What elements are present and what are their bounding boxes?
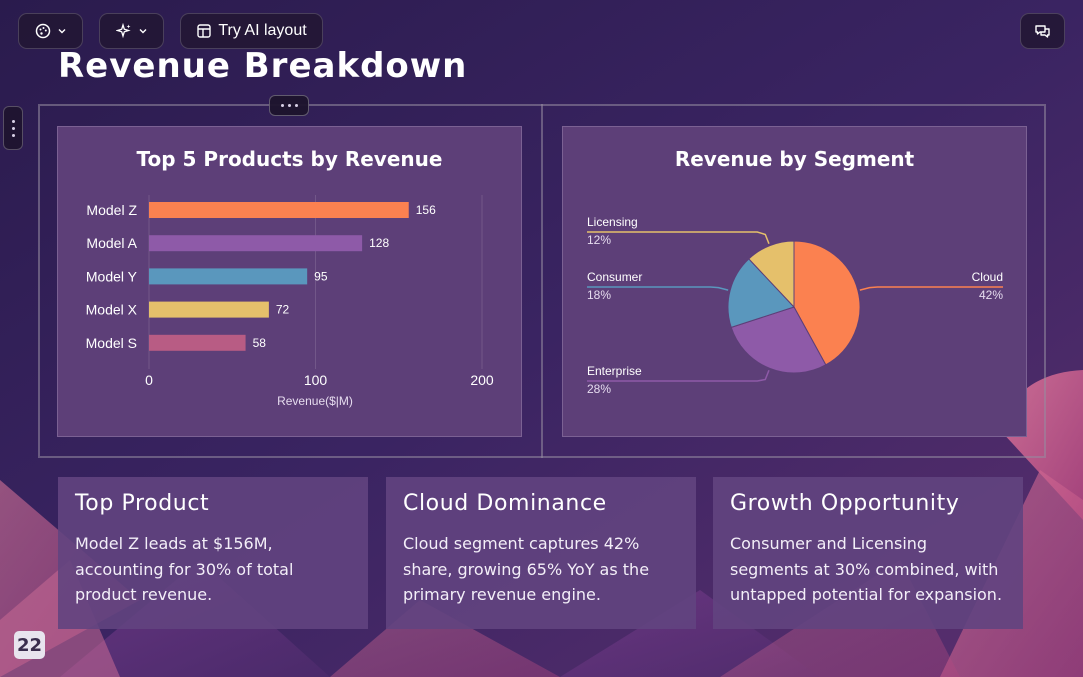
card-title: Cloud Dominance — [403, 491, 607, 516]
grid-divider — [541, 104, 543, 458]
slice-percent: 42% — [979, 288, 1003, 302]
try-ai-layout-button[interactable]: Try AI layout — [180, 13, 323, 49]
slice-percent: 28% — [587, 382, 611, 396]
data-label: 58 — [253, 336, 267, 350]
comments-button[interactable] — [1020, 13, 1065, 49]
ai-menu-button[interactable] — [99, 13, 164, 49]
theme-button[interactable] — [18, 13, 83, 49]
slice-label: Licensing — [587, 215, 638, 229]
category-label: Model Y — [86, 268, 138, 284]
insight-card-top-product: Top Product Model Z leads at $156M, acco… — [58, 477, 368, 629]
x-axis-label: Revenue($|M) — [277, 394, 353, 408]
bar-chart-title: Top 5 Products by Revenue — [136, 147, 443, 171]
leader-line — [587, 231, 770, 245]
slice-percent: 18% — [587, 288, 611, 302]
pie-slice — [727, 258, 795, 329]
try-ai-layout-label: Try AI layout — [218, 22, 307, 39]
page-number-badge: 22 — [14, 631, 45, 659]
chevron-down-icon — [138, 26, 148, 36]
category-label: Model A — [86, 235, 137, 251]
bar-chart-card: Top 5 Products by Revenue 0 100 200 Model Z… — [57, 126, 522, 437]
leader-line — [859, 286, 1003, 291]
category-label: Model S — [86, 335, 137, 351]
leader-line — [587, 369, 770, 382]
x-tick-label: 0 — [145, 372, 153, 388]
palette-icon — [35, 23, 51, 39]
slice-label: Enterprise — [587, 364, 642, 378]
pie-slice — [748, 240, 795, 309]
bar — [149, 301, 269, 318]
layout-icon — [196, 23, 212, 39]
slice-label: Cloud — [972, 270, 1003, 284]
leader-line — [587, 286, 729, 291]
data-label: 72 — [276, 303, 290, 317]
pie-chart-title: Revenue by Segment — [674, 147, 915, 171]
bar — [149, 268, 308, 285]
card-text: Consumer and Licensing segments at 30% c… — [730, 534, 1003, 604]
category-label: Model X — [86, 302, 138, 318]
pie-slice — [730, 306, 827, 374]
insight-card-growth-opportunity: Growth Opportunity Consumer and Licensin… — [713, 477, 1023, 629]
slice-percent: 12% — [587, 233, 611, 247]
slice-label: Consumer — [587, 270, 642, 284]
bar — [149, 202, 409, 218]
pie-chart-card: Revenue by Segment Cloud 42% Enterprise 28%… — [562, 126, 1027, 437]
bar — [149, 334, 246, 351]
side-drag-handle[interactable] — [3, 106, 23, 150]
sparkle-icon — [115, 23, 132, 39]
top-drag-handle[interactable] — [269, 95, 309, 116]
slide-title: Revenue Breakdown — [58, 46, 468, 86]
comments-icon — [1034, 23, 1051, 40]
pie-slice — [793, 240, 861, 366]
card-title: Top Product — [75, 491, 210, 516]
data-label: 128 — [369, 236, 389, 250]
insight-card-cloud-dominance: Cloud Dominance Cloud segment captures 4… — [386, 477, 696, 629]
x-tick-label: 100 — [304, 372, 328, 388]
x-tick-label: 200 — [470, 372, 494, 388]
data-label: 95 — [314, 269, 328, 283]
chevron-down-icon — [57, 26, 67, 36]
card-text: Model Z leads at $156M, accounting for 3… — [75, 534, 294, 604]
pie-chart: Cloud 42% Enterprise 28% Consumer 18% Licensin… — [587, 215, 1003, 396]
category-label: Model Z — [86, 202, 137, 218]
data-label: 156 — [416, 203, 436, 217]
bar — [149, 235, 363, 252]
card-title: Growth Opportunity — [730, 491, 960, 516]
bar-chart: 0 100 200 Model Z 156 Model A 128 Model Y 95 Mode… — [86, 195, 494, 408]
card-text: Cloud segment captures 42% share, growin… — [403, 534, 650, 604]
